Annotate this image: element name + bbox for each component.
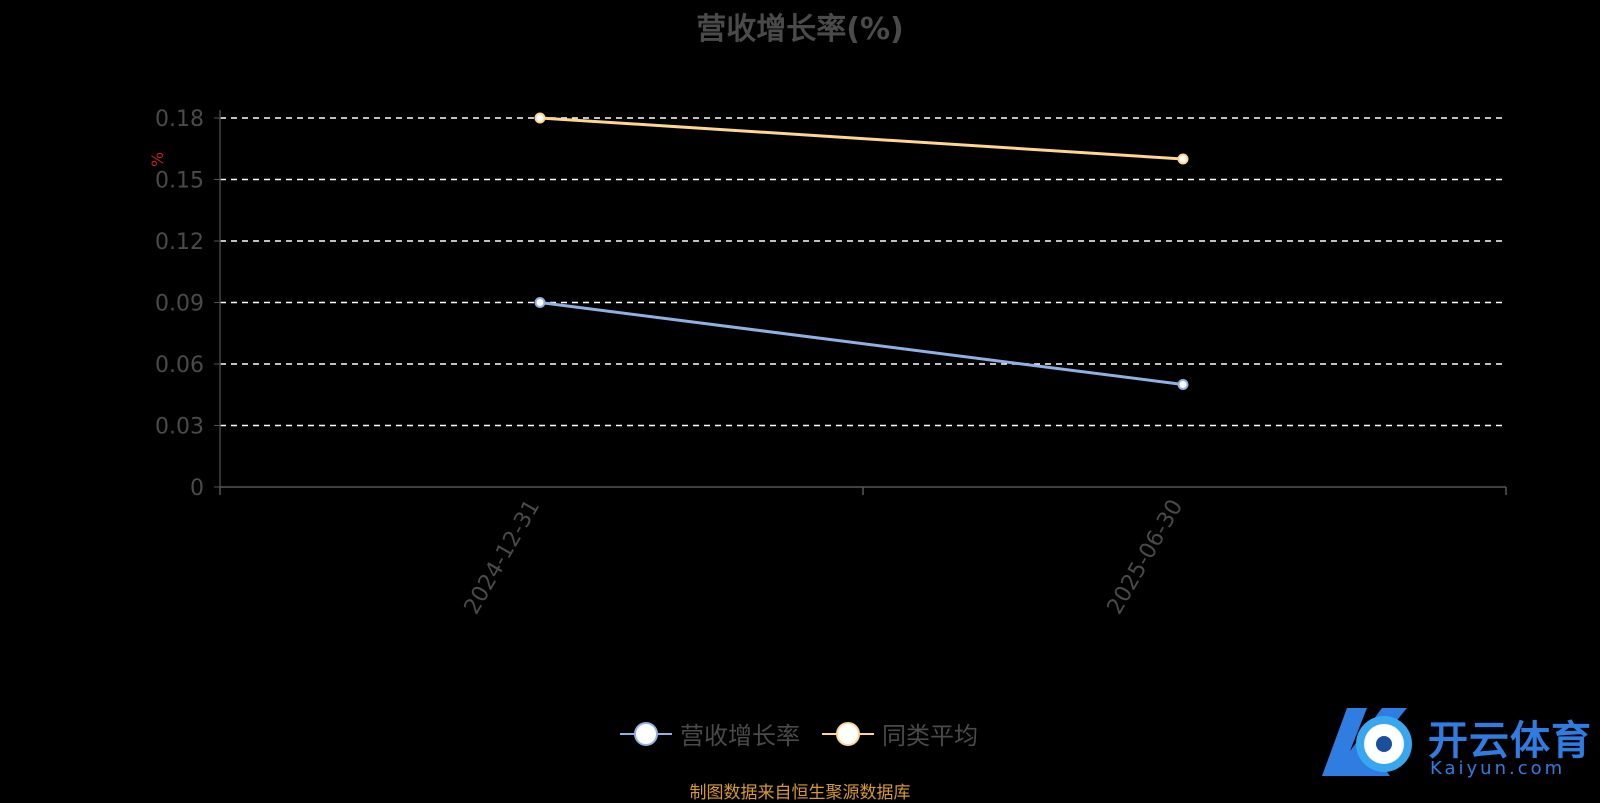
y-tick-label: 0.15 [155, 169, 204, 194]
legend-item-revenue-growth[interactable]: 营收增长率 [620, 716, 800, 751]
legend-item-peer-average[interactable]: 同类平均 [822, 716, 978, 751]
data-point [534, 112, 546, 124]
y-tick-label: 0 [190, 476, 204, 501]
chart-title: 营收增长率(%) [696, 12, 904, 47]
data-point [534, 297, 546, 308]
data-point [1177, 153, 1189, 165]
series-line [539, 301, 1184, 386]
source-note: 制图数据来自恒生聚源数据库 [689, 783, 911, 803]
legend-label-revenue-growth: 营收增长率 [680, 722, 800, 750]
data-point [1177, 379, 1189, 390]
x-tick-label: 2024-12-31 [460, 496, 546, 619]
x-tick-label: 2025-06-30 [1103, 496, 1189, 619]
logo-text: 开云体育 [1428, 718, 1592, 764]
y-tick-label: 0.18 [155, 107, 204, 132]
kaiyun-logo-icon [1322, 708, 1412, 776]
line-chart: 0 0.03 0.06 0.09 0.12 0.15 0.18 2024-12-31 2025-… [155, 107, 1507, 619]
y-tick-label: 0.12 [155, 230, 204, 255]
legend-swatch-revenue-growth [620, 721, 672, 746]
legend-swatch-peer-average [822, 721, 874, 746]
legend: 营收增长率 同类平均 [620, 716, 978, 751]
legend-label-peer-average: 同类平均 [882, 722, 978, 750]
y-tick-label: 0.03 [155, 415, 204, 440]
y-tick-label: 0.09 [155, 292, 204, 317]
series-line [539, 116, 1184, 161]
y-tick-label: 0.06 [155, 353, 204, 378]
logo-subtext: Kaiyun.com [1430, 758, 1566, 779]
